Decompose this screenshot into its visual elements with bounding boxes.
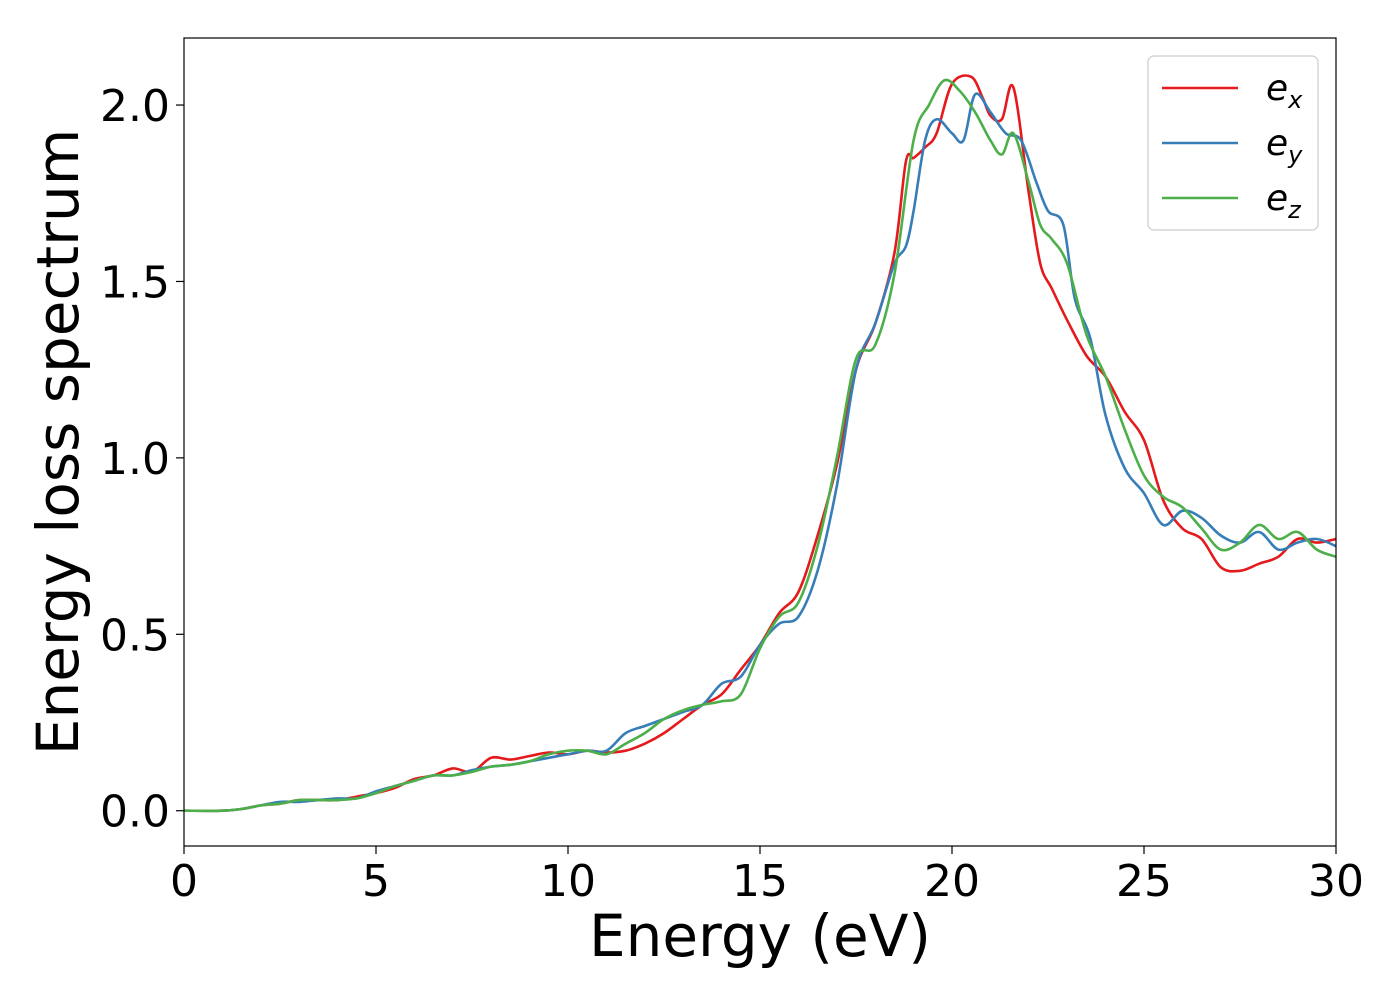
y-tick-label: 1.0 <box>100 434 170 485</box>
y-tick-label: 2.0 <box>100 81 170 132</box>
x-tick-label: 5 <box>362 856 390 907</box>
y-tick-label: 1.5 <box>100 257 170 308</box>
x-axis-ticks: 0 5 10 15 20 25 30 <box>170 846 1364 907</box>
series-line-e-z <box>184 78 1336 813</box>
x-axis-label: Energy (eV) <box>589 902 931 970</box>
x-tick-label: 30 <box>1308 856 1364 907</box>
y-axis-ticks: 0.0 0.5 1.0 1.5 2.0 <box>100 81 184 838</box>
plot-lines <box>184 74 1336 813</box>
legend: ex ey ez <box>1147 55 1319 231</box>
x-tick-label: 0 <box>170 856 198 907</box>
legend-entry-e-y: ey <box>1266 123 1303 169</box>
y-tick-label: 0.0 <box>100 787 170 838</box>
x-tick-label: 25 <box>1116 856 1172 907</box>
x-tick-label: 15 <box>732 856 788 907</box>
legend-entry-e-z: ez <box>1266 178 1302 224</box>
x-tick-label: 10 <box>540 856 596 907</box>
y-tick-label: 0.5 <box>100 610 170 661</box>
x-tick-label: 20 <box>924 856 980 907</box>
legend-entry-e-x: ex <box>1266 68 1303 114</box>
y-axis-label: Energy loss spectrum <box>24 129 92 755</box>
